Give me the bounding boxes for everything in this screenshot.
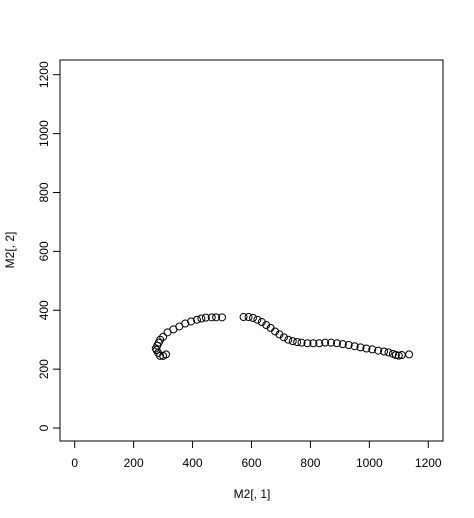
point (321, 338, 330, 347)
point (405, 350, 414, 359)
point (303, 339, 312, 348)
y-tick-label: 400 (37, 300, 51, 320)
y-tick-label: 1200 (37, 61, 51, 88)
y-tick-label: 1000 (37, 120, 51, 147)
point (279, 333, 288, 342)
x-axis-label: M2[, 1] (234, 487, 271, 501)
point (218, 313, 227, 322)
plot-box (59, 59, 444, 442)
point (293, 338, 302, 347)
point (244, 313, 253, 322)
point (192, 315, 201, 324)
x-tick-label: 1000 (356, 456, 383, 470)
point (356, 343, 365, 352)
point (201, 313, 210, 322)
y-tick-label: 600 (37, 241, 51, 261)
point (152, 346, 161, 355)
point (253, 315, 262, 324)
point (297, 338, 306, 347)
point (338, 340, 347, 349)
point (380, 347, 389, 356)
point (362, 344, 371, 353)
x-tick-label: 1200 (415, 456, 442, 470)
point (156, 335, 165, 344)
point (327, 338, 336, 347)
point (344, 341, 353, 350)
point (248, 313, 257, 322)
y-tick-label: 0 (37, 424, 51, 431)
point (239, 313, 248, 322)
point (159, 332, 168, 341)
point (350, 342, 359, 351)
point (332, 339, 341, 348)
point (181, 319, 190, 328)
point (391, 351, 400, 360)
y-axis-label: M2[, 2] (3, 232, 17, 269)
y-tick-label: 200 (37, 359, 51, 379)
point (315, 339, 324, 348)
y-tick-label: 800 (37, 182, 51, 202)
point (212, 313, 221, 322)
x-tick-label: 400 (183, 456, 203, 470)
point (284, 335, 293, 344)
point (207, 313, 216, 322)
point (394, 351, 403, 360)
point (288, 337, 297, 346)
x-tick-label: 200 (124, 456, 144, 470)
point (187, 317, 196, 326)
point (197, 314, 206, 323)
x-tick-label: 0 (71, 456, 78, 470)
point (384, 348, 393, 357)
x-tick-label: 800 (300, 456, 320, 470)
point (374, 346, 383, 355)
point (309, 339, 318, 348)
x-tick-label: 600 (241, 456, 261, 470)
point (368, 345, 377, 354)
